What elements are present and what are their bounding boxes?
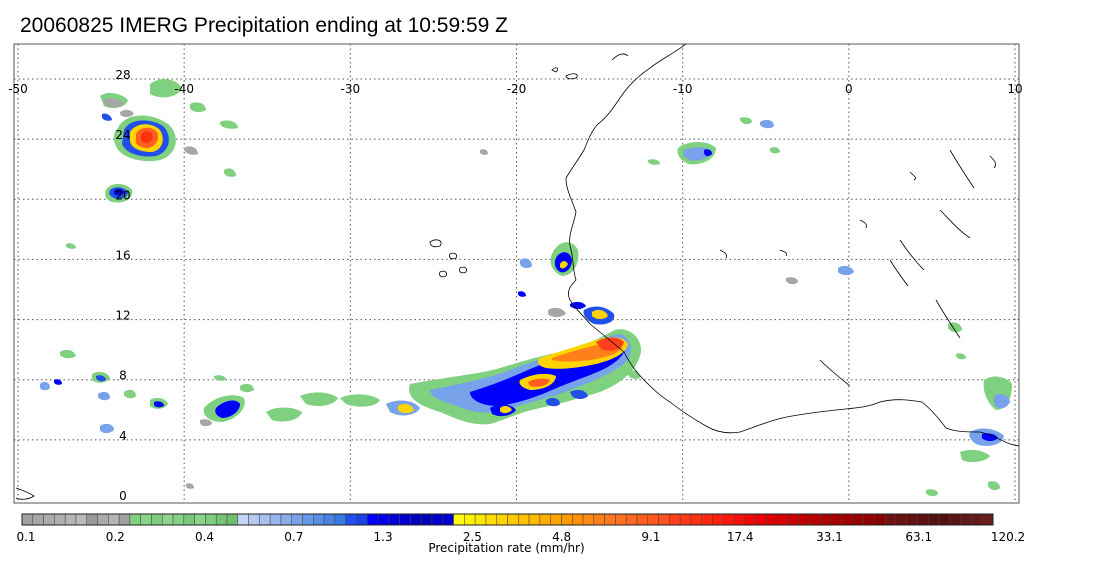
lat-tick-label: 8 <box>119 369 127 383</box>
colorbar-title-wrap: Precipitation rate (mm/hr) <box>0 541 1101 555</box>
graticule <box>14 44 1019 503</box>
lon-tick-label: 10 <box>1007 82 1022 96</box>
precip-cell-24n-42w <box>113 115 176 162</box>
lat-tick-label: 12 <box>115 309 130 323</box>
precip-cell-23n-10w <box>648 117 780 165</box>
cape-verde-2 <box>449 252 457 260</box>
precip-cells-east <box>66 149 1012 497</box>
map-title: 20060825 IMERG Precipitation ending at 1… <box>20 14 508 37</box>
longitude-labels: -50 -40 -30 -20 -10 0 10 <box>8 82 1022 96</box>
precip-band-itcz <box>409 301 641 425</box>
lat-tick-label: 28 <box>115 68 130 82</box>
lon-tick-label: -50 <box>8 82 28 96</box>
latitude-labels: 0 4 8 12 16 20 24 28 <box>115 68 130 503</box>
precipitation-map: -50 -40 -30 -20 -10 0 10 0 4 8 12 16 20 24 28 <box>8 43 1023 504</box>
lon-tick-label: -40 <box>174 82 194 96</box>
cape-verde-3 <box>439 270 447 278</box>
lat-tick-label: 16 <box>115 248 130 262</box>
coast-canary-1 <box>611 53 629 61</box>
lon-tick-label: -20 <box>507 82 527 96</box>
lon-tick-label: -30 <box>341 82 361 96</box>
lat-tick-label: 0 <box>119 489 127 503</box>
inland-water-features <box>819 149 975 387</box>
cape-verde-1 <box>429 239 442 248</box>
lon-tick-label: 0 <box>845 82 853 96</box>
lat-tick-label: 20 <box>115 188 130 202</box>
precip-cell-28n <box>100 79 238 177</box>
coastline <box>15 44 1019 500</box>
canary-island <box>551 67 559 73</box>
cape-verde-4 <box>459 266 467 274</box>
precip-cells-west <box>40 349 420 489</box>
west-africa-coast <box>565 44 1019 447</box>
inland-lakes <box>719 155 997 259</box>
brazil-coast <box>15 487 35 500</box>
precipitation-field <box>40 79 1012 497</box>
lat-tick-label: 4 <box>119 429 127 443</box>
canary-island-2 <box>565 73 578 80</box>
lat-tick-label: 24 <box>115 128 130 142</box>
colorbar-title: Precipitation rate (mm/hr) <box>428 541 585 555</box>
lon-tick-label: -10 <box>673 82 693 96</box>
precip-cell-16n-17w <box>518 242 579 297</box>
precip-cell-20n-44w <box>105 184 133 203</box>
